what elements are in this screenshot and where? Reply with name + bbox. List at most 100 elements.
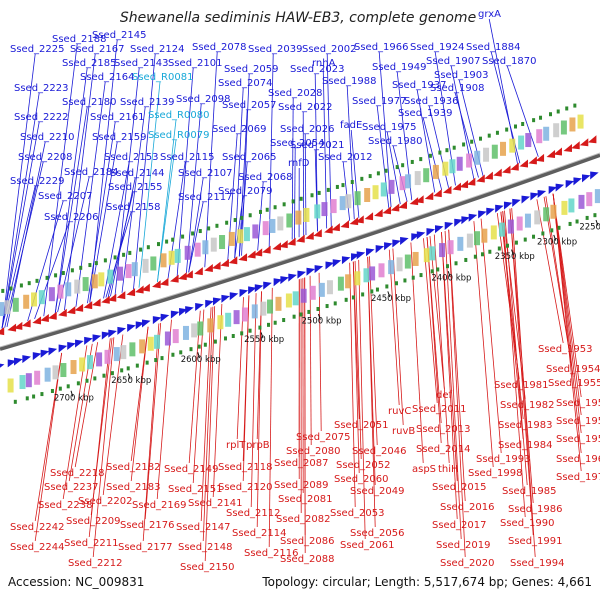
plus-strand-gene <box>32 352 42 361</box>
leader-line-upper <box>176 67 194 276</box>
cog-block-upper <box>172 329 179 344</box>
leader-line-upper <box>241 73 250 256</box>
gene-label-lower: Ssed_2112 <box>226 508 281 519</box>
gc-mark <box>410 159 414 164</box>
plus-strand-gene <box>117 326 126 335</box>
gc-mark <box>514 124 518 129</box>
gene-label-lower: ruvC <box>388 406 411 417</box>
leader-line-upper <box>34 221 70 320</box>
gene-label-lower: Ssed_1956 <box>556 398 600 409</box>
gc-mark <box>401 163 405 168</box>
cog-block-upper <box>19 375 26 390</box>
cog-block-upper <box>550 204 557 219</box>
leader-line-lower <box>358 259 366 540</box>
kbp-tick-label: 2450 kbp <box>371 294 411 304</box>
minus-strand-gene <box>528 156 537 165</box>
minus-strand-gene <box>107 293 117 302</box>
gene-label-lower: Ssed_2061 <box>340 540 395 551</box>
gc-mark <box>93 376 97 381</box>
minus-strand-gene <box>159 277 169 286</box>
minus-strand-gene <box>58 308 67 317</box>
minus-strand-gene <box>476 174 485 183</box>
cog-block-upper <box>388 260 395 275</box>
minus-strand-gene <box>91 298 101 307</box>
gc-mark <box>445 264 449 269</box>
plus-strand-gene <box>416 231 426 240</box>
gc-mark <box>282 318 286 323</box>
plus-strand-gene <box>288 273 297 282</box>
leader-line-upper <box>506 65 539 157</box>
plus-strand-gene <box>141 319 151 328</box>
gene-label-upper: Ssed_2026 <box>280 124 335 135</box>
cog-block-lower <box>321 202 328 217</box>
plus-strand-gene <box>530 192 539 201</box>
gc-mark <box>225 220 229 225</box>
gc-mark <box>267 322 271 327</box>
leader-line-lower <box>200 307 212 522</box>
gene-label-lower: Ssed_2046 <box>352 446 407 457</box>
leader-line-lower <box>130 326 149 482</box>
minus-strand-gene <box>390 203 400 212</box>
plus-strand-gene <box>392 239 401 248</box>
gc-mark <box>521 121 525 126</box>
cog-block-upper <box>318 282 325 297</box>
minus-strand-gene <box>579 138 589 147</box>
plus-strand-gene <box>444 221 454 230</box>
gc-mark <box>154 358 158 363</box>
cog-block-lower <box>388 179 395 194</box>
cog-block-upper <box>233 310 240 325</box>
cog-block-upper <box>300 288 307 303</box>
cog-block-upper <box>251 304 258 319</box>
cog-block-lower <box>48 287 55 302</box>
kbp-tick-mark <box>595 219 599 226</box>
plus-strand-gene <box>565 180 575 189</box>
plus-strand-gene <box>205 299 214 308</box>
minus-strand-gene <box>296 234 305 243</box>
minus-strand-gene <box>546 149 556 158</box>
cog-block-lower <box>194 242 201 257</box>
leader-line-upper <box>121 106 146 293</box>
minus-strand-gene <box>134 285 144 294</box>
plus-strand-gene <box>341 256 351 265</box>
gene-label-lower: Ssed_2211 <box>64 538 119 549</box>
leader-line-upper <box>376 105 390 208</box>
gene-label-upper: Ssed_2002 <box>302 44 357 55</box>
gene-label-lower: Ssed_2075 <box>296 432 351 443</box>
gc-mark <box>462 142 466 147</box>
cog-block-upper <box>164 331 171 346</box>
gc-mark <box>370 289 374 294</box>
plus-strand-gene <box>454 218 463 227</box>
gene-label-lower: Ssed_2218 <box>50 468 105 479</box>
gene-label-lower: Ssed_2017 <box>432 520 487 531</box>
cog-block-lower <box>466 153 473 168</box>
gene-label-upper: Ssed_1966 <box>354 42 409 53</box>
gene-label-lower: Ssed_1970 <box>556 472 600 483</box>
gc-mark <box>384 168 388 173</box>
cog-block-upper <box>466 233 473 248</box>
gc-mark <box>189 347 193 352</box>
plus-strand-gene <box>58 344 68 353</box>
gc-mark <box>550 228 554 233</box>
cog-block-upper <box>481 228 488 243</box>
gc-mark <box>58 386 62 391</box>
leader-line-upper <box>188 201 204 273</box>
cog-block-lower <box>168 250 175 265</box>
gc-mark <box>40 392 44 397</box>
gc-mark <box>198 229 202 234</box>
leader-line-lower <box>188 310 201 464</box>
cog-block-lower <box>269 218 276 233</box>
plus-strand-gene <box>152 316 162 325</box>
cog-block-upper <box>197 321 204 336</box>
leader-line-lower <box>502 211 526 518</box>
minus-strand-gene <box>382 206 392 215</box>
gc-mark <box>341 183 345 188</box>
gene-label-lower: Ssed_1981 <box>494 380 549 391</box>
gene-label-upper: Ssed_2069 <box>212 124 267 135</box>
cog-block-upper <box>498 222 505 237</box>
genome-backbone <box>0 153 600 351</box>
plus-strand-gene <box>254 284 264 293</box>
cog-block-lower <box>107 269 114 284</box>
leader-line-lower <box>309 275 312 446</box>
minus-strand-gene <box>178 272 187 281</box>
